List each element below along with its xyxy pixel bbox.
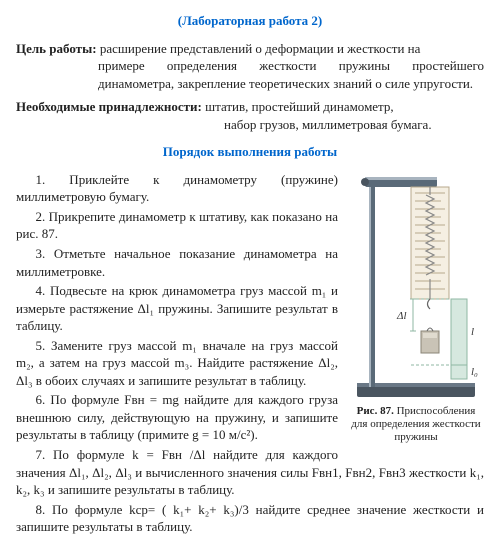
goal-label: Цель работы: [16,41,97,56]
goal-block: Цель работы: расширение представлений о … [16,40,484,93]
requirements-rest: набор грузов, миллиметровая бумага. [224,116,484,134]
goal-text-first: расширение представлений о деформации и … [100,41,421,56]
content-columns: Δl l l₀ Рис. 87. Приспособления для опре… [16,171,484,538]
requirements-block: Необходимые принадлежности: штатив, прос… [16,98,484,133]
label-dl: Δl [396,310,407,322]
procedure-heading: Порядок выполнения работы [16,143,484,161]
goal-text-rest: примере определения жесткости пружины пр… [98,57,484,92]
step-7: 7. По формуле k = Fвн /Δl найдите для ка… [16,446,484,499]
figure-caption: Рис. 87. Приспособления для определения … [348,405,484,445]
lab-title: (Лабораторная работа 2) [16,12,484,30]
apparatus-diagram: Δl l l₀ [351,171,481,401]
figure-87: Δl l l₀ Рис. 87. Приспособления для опре… [348,171,484,445]
requirements-first: штатив, простейший динамометр, [205,99,394,114]
label-l: l [471,326,474,338]
figure-number: Рис. 87. [357,405,394,417]
label-l0: l₀ [471,366,478,378]
requirements-label: Необходимые принадлежности: [16,99,202,114]
step-8: 8. По формуле kср= ( k₁+ k₂+ k₃)/3 найди… [16,501,484,536]
